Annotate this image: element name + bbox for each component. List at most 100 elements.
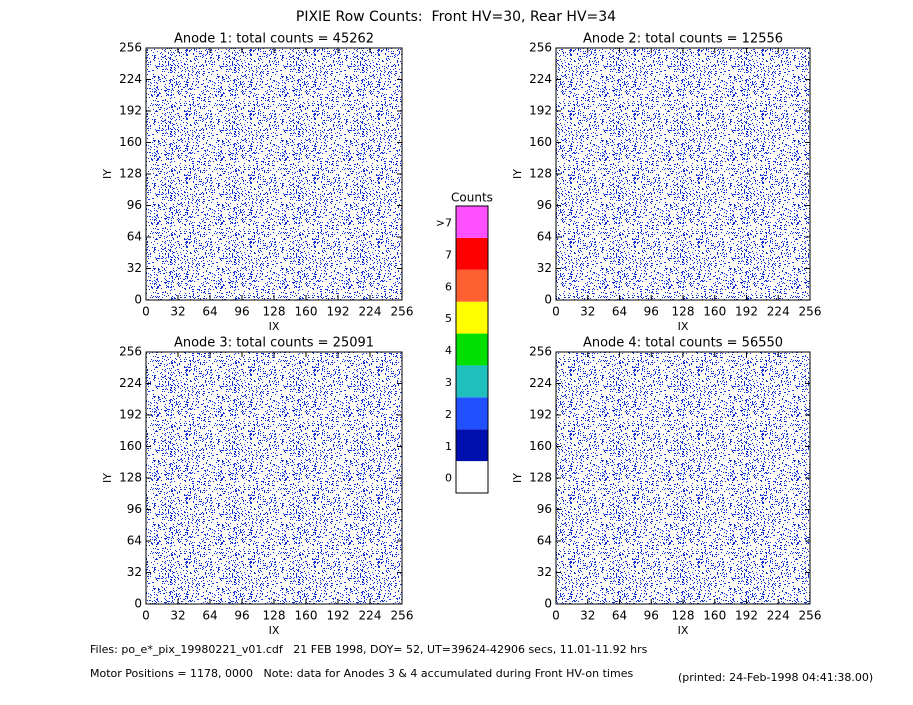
heatmap-texture [146,352,402,604]
x-tick-label: 96 [644,609,659,623]
colorbar-swatch [456,429,488,462]
page-title: PIXIE Row Counts: Front HV=30, Rear HV=3… [296,9,616,25]
y-tick-label: 256 [529,41,552,55]
y-tick-label: 192 [529,104,552,118]
x-tick-label: 224 [767,609,790,623]
colorbar-label: 6 [445,280,452,293]
y-tick-label: 0 [134,293,142,307]
panel-title: Anode 4: total counts = 56550 [583,336,783,351]
x-tick-label: 192 [735,305,758,319]
y-tick-label: 256 [119,345,142,359]
panel-title: Anode 3: total counts = 25091 [174,336,374,351]
colorbar-label: 1 [445,440,452,453]
colorbar-frame [455,205,489,494]
colorbar-label: 5 [445,312,452,325]
colorbar-label: 7 [445,248,452,261]
y-axis-label: IY [511,169,524,179]
y-tick-label: 32 [537,565,552,579]
x-tick-label: 0 [552,609,560,623]
x-tick-label: 192 [735,609,758,623]
colorbar-swatch [456,269,488,302]
heatmap-texture [556,352,810,604]
x-tick-label: 32 [580,305,595,319]
colorbar-swatch [456,301,488,334]
x-tick-label: 32 [580,609,595,623]
y-tick-label: 0 [544,293,552,307]
x-tick-label: 256 [391,305,414,319]
colorbar-label: >7 [436,217,452,230]
x-tick-label: 224 [359,609,382,623]
x-tick-label: 128 [263,609,286,623]
x-tick-label: 256 [799,609,822,623]
y-tick-label: 0 [544,597,552,611]
colorbar-swatch [456,461,488,493]
x-tick-label: 192 [327,305,350,319]
colorbar-swatch [456,365,488,398]
x-tick-label: 128 [672,305,695,319]
x-tick-label: 32 [170,305,185,319]
x-axis-label: IX [269,624,280,637]
y-tick-label: 192 [119,104,142,118]
x-tick-label: 96 [234,305,249,319]
colorbar-label: 4 [445,344,452,357]
y-tick-label: 256 [119,41,142,55]
y-tick-label: 128 [119,167,142,181]
x-tick-label: 224 [359,305,382,319]
colorbar-label: 2 [445,408,452,421]
x-tick-label: 0 [142,609,150,623]
footer-printed: (printed: 24-Feb-1998 04:41:38.00) [678,671,873,684]
y-tick-label: 0 [134,597,142,611]
panel-title: Anode 1: total counts = 45262 [174,32,374,47]
x-tick-label: 96 [644,305,659,319]
x-tick-label: 160 [295,305,318,319]
y-tick-label: 224 [529,376,552,390]
y-tick-label: 128 [119,471,142,485]
y-tick-label: 160 [119,439,142,453]
y-tick-label: 64 [537,230,552,244]
x-tick-label: 224 [767,305,790,319]
y-axis-label: IY [101,169,114,179]
y-tick-label: 224 [529,72,552,86]
y-tick-label: 160 [529,439,552,453]
y-tick-label: 64 [127,230,142,244]
x-tick-label: 0 [142,305,150,319]
y-tick-label: 96 [537,502,552,516]
colorbar-title: Counts [451,191,493,205]
y-tick-label: 64 [127,534,142,548]
x-tick-label: 128 [263,305,286,319]
x-axis-label: IX [269,320,280,333]
footer-motor: Motor Positions = 1178, 0000 Note: data … [90,667,633,680]
x-tick-label: 192 [327,609,350,623]
y-tick-label: 160 [119,135,142,149]
y-tick-label: 64 [537,534,552,548]
y-axis-label: IY [511,473,524,483]
colorbar-swatch [456,206,488,238]
y-tick-label: 32 [127,565,142,579]
y-tick-label: 32 [127,261,142,275]
y-tick-label: 128 [529,471,552,485]
y-tick-label: 128 [529,167,552,181]
x-tick-label: 160 [703,305,726,319]
y-tick-label: 96 [127,502,142,516]
x-tick-label: 64 [612,609,627,623]
x-tick-label: 160 [295,609,318,623]
y-tick-label: 192 [119,408,142,422]
colorbar-label: 3 [445,376,452,389]
colorbar-swatch [456,237,488,270]
colorbar-swatch [456,397,488,430]
y-tick-label: 192 [529,408,552,422]
x-tick-label: 256 [391,609,414,623]
y-tick-label: 96 [537,198,552,212]
heatmap-texture [146,48,402,300]
y-tick-label: 160 [529,135,552,149]
colorbar-swatch [456,333,488,366]
x-tick-label: 256 [799,305,822,319]
y-tick-label: 256 [529,345,552,359]
x-tick-label: 64 [202,609,217,623]
panel-title: Anode 2: total counts = 12556 [583,32,783,47]
x-tick-label: 160 [703,609,726,623]
x-tick-label: 96 [234,609,249,623]
x-tick-label: 64 [612,305,627,319]
y-tick-label: 32 [537,261,552,275]
